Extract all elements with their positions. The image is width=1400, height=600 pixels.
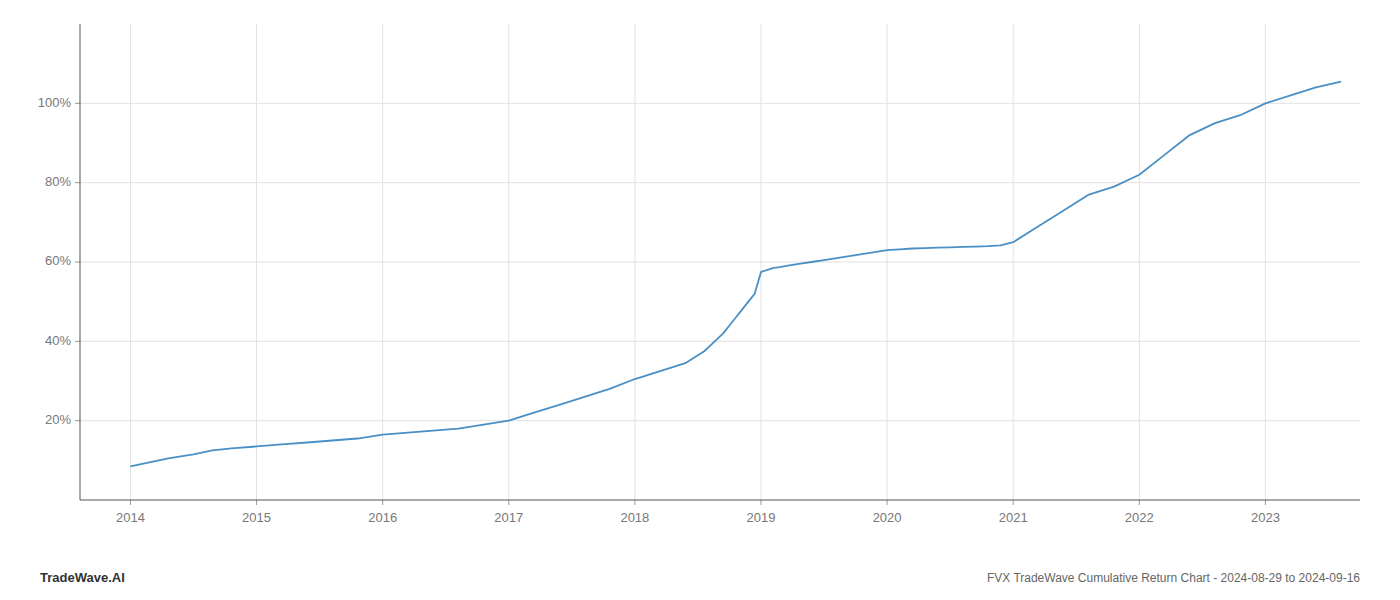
tick-mark bbox=[75, 341, 80, 342]
tick-label: 2018 bbox=[620, 510, 649, 525]
tick-mark bbox=[256, 500, 257, 505]
watermark: TradeWave.AI bbox=[40, 570, 125, 585]
y-axis-line bbox=[80, 24, 81, 500]
tick-label: 2019 bbox=[747, 510, 776, 525]
tick-label: 20% bbox=[45, 412, 71, 427]
grid-line bbox=[80, 420, 1360, 421]
grid-line bbox=[80, 103, 1360, 104]
tick-label: 2017 bbox=[494, 510, 523, 525]
x-axis-line bbox=[80, 500, 1360, 501]
grid-line bbox=[80, 182, 1360, 183]
tick-label: 40% bbox=[45, 333, 71, 348]
tick-label: 80% bbox=[45, 174, 71, 189]
tick-label: 2015 bbox=[242, 510, 271, 525]
grid-line bbox=[256, 24, 257, 500]
tick-mark bbox=[75, 103, 80, 104]
tick-label: 2023 bbox=[1251, 510, 1280, 525]
line bbox=[130, 82, 1341, 467]
grid bbox=[80, 24, 1360, 500]
axes: 20% 40% 60% 80% 100% 2014 2015 2016 2017 2018 2019… bbox=[38, 24, 1360, 525]
tick-mark bbox=[75, 262, 80, 263]
plot-area bbox=[130, 82, 1341, 467]
grid-line bbox=[760, 24, 761, 500]
tick-mark bbox=[130, 500, 131, 505]
grid-line bbox=[887, 24, 888, 500]
tick-mark bbox=[382, 500, 383, 505]
tick-label: 2016 bbox=[368, 510, 397, 525]
tick-mark bbox=[1265, 500, 1266, 505]
chart: 20% 40% 60% 80% 100% 2014 2015 2016 2017 2018 2019… bbox=[0, 0, 1400, 600]
tick-mark bbox=[634, 500, 635, 505]
tick-label: 2022 bbox=[1125, 510, 1154, 525]
grid-line bbox=[634, 24, 635, 500]
tick-label: 2021 bbox=[999, 510, 1028, 525]
tick-mark bbox=[1013, 500, 1014, 505]
tick-mark bbox=[508, 500, 509, 505]
grid-line bbox=[508, 24, 509, 500]
tick-label: 2020 bbox=[873, 510, 902, 525]
grid-line bbox=[80, 262, 1360, 263]
tick-label: 60% bbox=[45, 253, 71, 268]
grid-line bbox=[130, 24, 131, 500]
tick-mark bbox=[887, 500, 888, 505]
title: FVX TradeWave Cumulative Return Chart - … bbox=[987, 571, 1360, 585]
tick-mark bbox=[1139, 500, 1140, 505]
grid-line bbox=[1013, 24, 1014, 500]
grid-line bbox=[1139, 24, 1140, 500]
tick-mark bbox=[760, 500, 761, 505]
tick-mark bbox=[75, 420, 80, 421]
tick-mark bbox=[75, 182, 80, 183]
grid-line bbox=[382, 24, 383, 500]
tick-label: 2014 bbox=[116, 510, 145, 525]
tick-label: 100% bbox=[38, 95, 72, 110]
grid-line bbox=[80, 341, 1360, 342]
grid-line bbox=[1265, 24, 1266, 500]
